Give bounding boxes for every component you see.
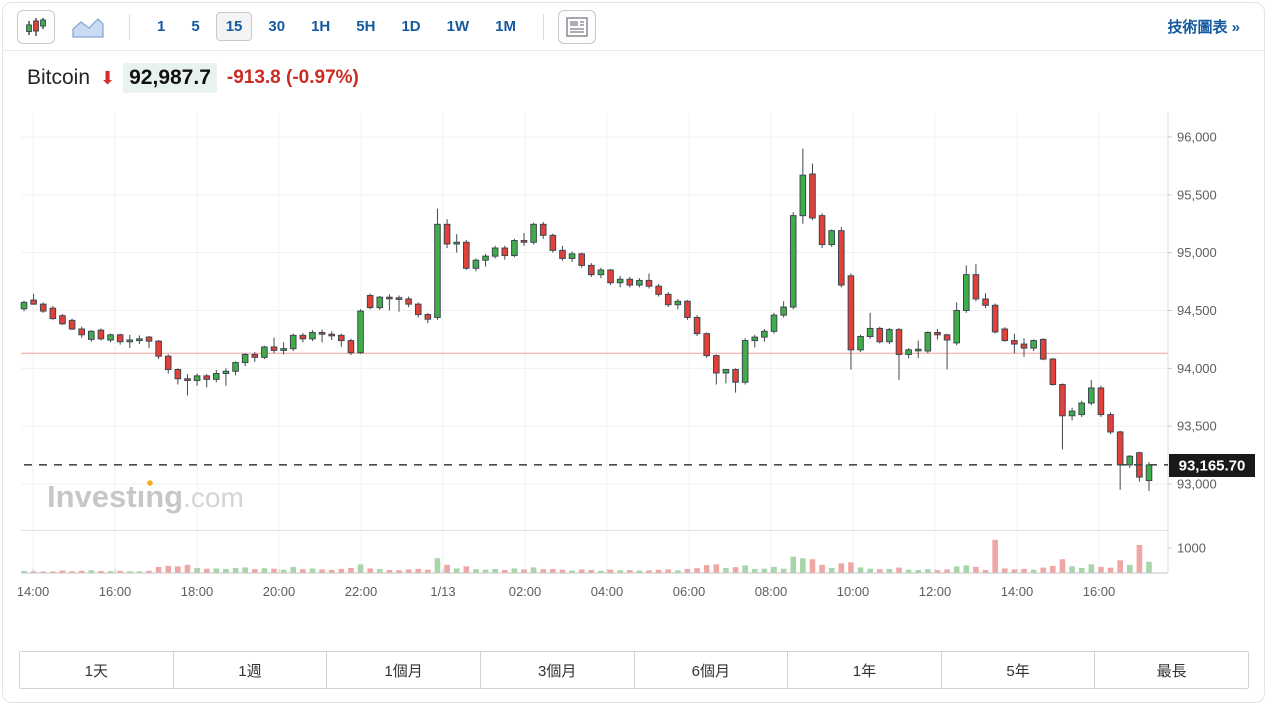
timeframe-1[interactable]: 1: [157, 18, 166, 35]
chart-toolbar: 1 5 15 30 1H 5H 1D 1W 1M 技術圖表 »: [3, 3, 1264, 51]
toolbar-divider-2: [542, 13, 544, 40]
svg-text:16:00: 16:00: [99, 584, 132, 599]
timeframe-1m[interactable]: 1M: [495, 18, 516, 35]
period-1個月[interactable]: 1個月: [327, 652, 481, 688]
last-price: 92,987.7: [123, 63, 217, 93]
timeframe-30[interactable]: 30: [268, 18, 286, 35]
chevron-right-icon: »: [1231, 19, 1240, 36]
period-3個月[interactable]: 3個月: [481, 652, 635, 688]
timeframe-1w[interactable]: 1W: [446, 18, 470, 35]
candlestick-icon: [26, 17, 46, 36]
svg-text:12:00: 12:00: [919, 584, 952, 599]
svg-text:16:00: 16:00: [1083, 584, 1116, 599]
svg-text:06:00: 06:00: [673, 584, 706, 599]
svg-text:04:00: 04:00: [591, 584, 624, 599]
period-6個月[interactable]: 6個月: [635, 652, 789, 688]
line-type-button[interactable]: [71, 13, 105, 41]
timeframe-1h[interactable]: 1H: [311, 18, 331, 35]
last-price-tag: [1169, 454, 1255, 477]
technical-chart-label: 技術圖表: [1167, 19, 1228, 36]
price-change: -913.8 (-0.97%): [226, 67, 359, 88]
svg-text:20:00: 20:00: [263, 584, 296, 599]
news-panel-button[interactable]: [557, 9, 596, 44]
price-down-arrow-icon: ⬇: [100, 67, 116, 88]
svg-text:96,000: 96,000: [1177, 130, 1217, 145]
period-5年[interactable]: 5年: [942, 652, 1096, 688]
svg-text:14:00: 14:00: [1001, 584, 1034, 599]
svg-text:02:00: 02:00: [509, 584, 542, 599]
svg-text:95,000: 95,000: [1177, 245, 1217, 260]
svg-text:08:00: 08:00: [755, 584, 788, 599]
timeframe-row: 1 5 15 30 1H 5H 1D 1W 1M: [144, 12, 529, 41]
svg-text:93,500: 93,500: [1177, 419, 1217, 434]
period-1週[interactable]: 1週: [174, 652, 328, 688]
svg-text:94,000: 94,000: [1177, 361, 1217, 376]
svg-text:93,165.70: 93,165.70: [1179, 458, 1246, 475]
svg-text:1000: 1000: [1177, 541, 1206, 556]
svg-text:14:00: 14:00: [17, 584, 50, 599]
symbol-name: Bitcoin: [27, 66, 91, 89]
period-1天[interactable]: 1天: [20, 652, 174, 688]
timeframe-5[interactable]: 5: [191, 18, 200, 35]
svg-text:95,500: 95,500: [1177, 187, 1217, 202]
timeframe-5h[interactable]: 5H: [356, 18, 376, 35]
technical-chart-link[interactable]: 技術圖表 »: [1167, 16, 1240, 37]
candlestick-type-button[interactable]: [17, 9, 55, 44]
toolbar-divider: [129, 13, 130, 40]
period-最長[interactable]: 最長: [1156, 662, 1187, 680]
svg-text:1/13: 1/13: [430, 584, 455, 599]
newspaper-icon: [566, 16, 588, 37]
period-1年[interactable]: 1年: [788, 652, 942, 688]
investing-watermark: Investıng.com: [47, 479, 244, 514]
timeframe-1d[interactable]: 1D: [401, 18, 421, 35]
period-button-bar: 1天 1週 1個月 3個月 6個月 1年 5年 最長: [19, 651, 1249, 689]
timeframe-15[interactable]: 15: [215, 12, 253, 41]
quote-header: Bitcoin ⬇ 92,987.7 -913.8 (-0.97%): [27, 61, 359, 95]
svg-text:94,500: 94,500: [1177, 303, 1217, 318]
line-chart-icon: [72, 17, 104, 38]
svg-text:18:00: 18:00: [181, 584, 214, 599]
svg-text:93,000: 93,000: [1177, 477, 1217, 492]
svg-text:22:00: 22:00: [345, 584, 378, 599]
svg-text:10:00: 10:00: [837, 584, 870, 599]
candlestick-chart[interactable]: Investıng.com 96,000 95,500 95,000 94,500 94,…: [3, 103, 1264, 609]
